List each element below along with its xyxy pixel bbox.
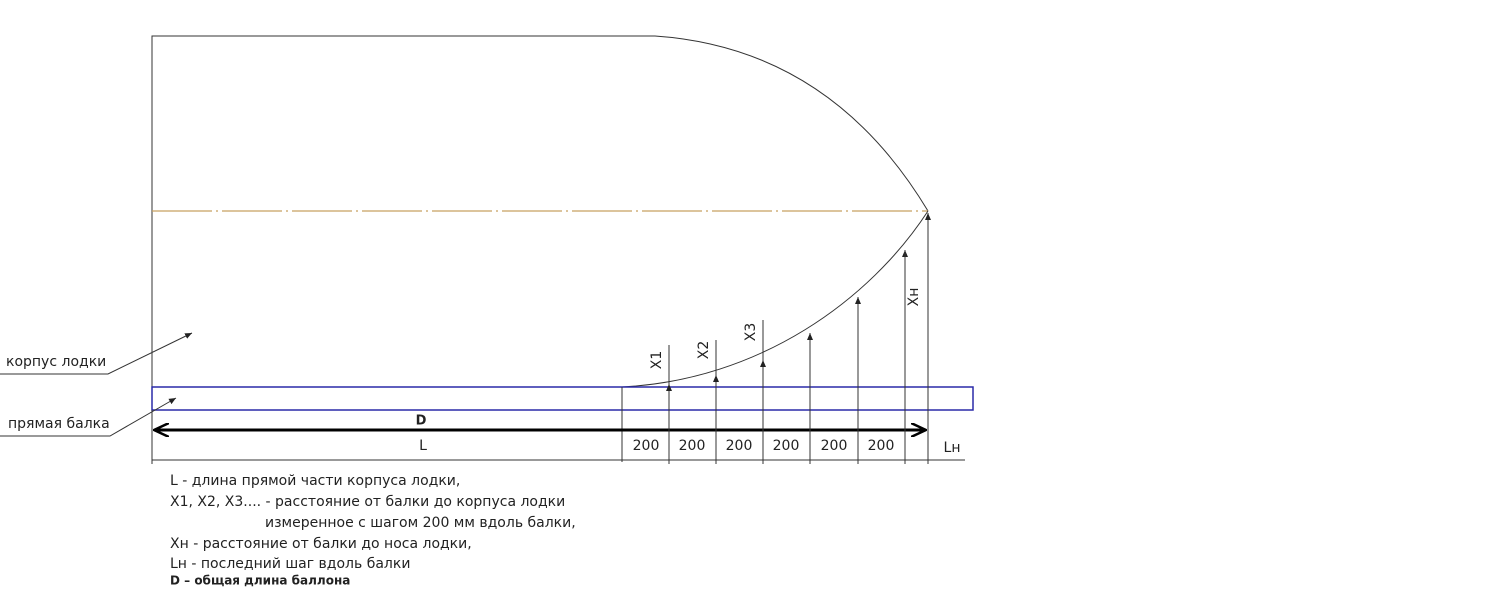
offset-label: X3	[743, 323, 759, 342]
offset-extensions	[668, 250, 906, 384]
beam-leader	[0, 397, 177, 437]
offset-arrows	[666, 213, 931, 410]
total-length-label: D	[416, 414, 427, 429]
step-label: 200	[821, 438, 848, 454]
last-step-label: Lн	[944, 440, 961, 456]
legend-line: L - длина прямой части корпуса лодки,	[170, 473, 460, 489]
offset-label: X1	[649, 351, 665, 370]
step-label: 200	[633, 438, 660, 454]
step-label: 200	[773, 438, 800, 454]
legend-line: D – общая длина баллона	[170, 574, 350, 588]
beam	[151, 386, 974, 411]
hull-label: корпус лодки	[6, 354, 106, 370]
legend-line: X1, X2, X3.... - расстояние от балки до …	[170, 494, 565, 510]
hull-outline	[151, 35, 929, 387]
hull-lower-curve	[621, 210, 929, 388]
beam-label: прямая балка	[8, 416, 110, 432]
legend-line: измеренное с шагом 200 мм вдоль балки,	[265, 515, 576, 531]
step-label: 200	[726, 438, 753, 454]
dimension-chain	[151, 410, 965, 464]
hull-leader	[0, 332, 193, 375]
straight-length-label: L	[419, 438, 427, 454]
step-label: 200	[868, 438, 895, 454]
step-label: 200	[679, 438, 706, 454]
offset-label: Xн	[906, 288, 922, 307]
offset-label: X2	[696, 341, 712, 360]
legend-line: Xн - расстояние от балки до носа лодки,	[170, 536, 472, 552]
legend-line: Lн - последний шаг вдоль балки	[170, 556, 410, 572]
